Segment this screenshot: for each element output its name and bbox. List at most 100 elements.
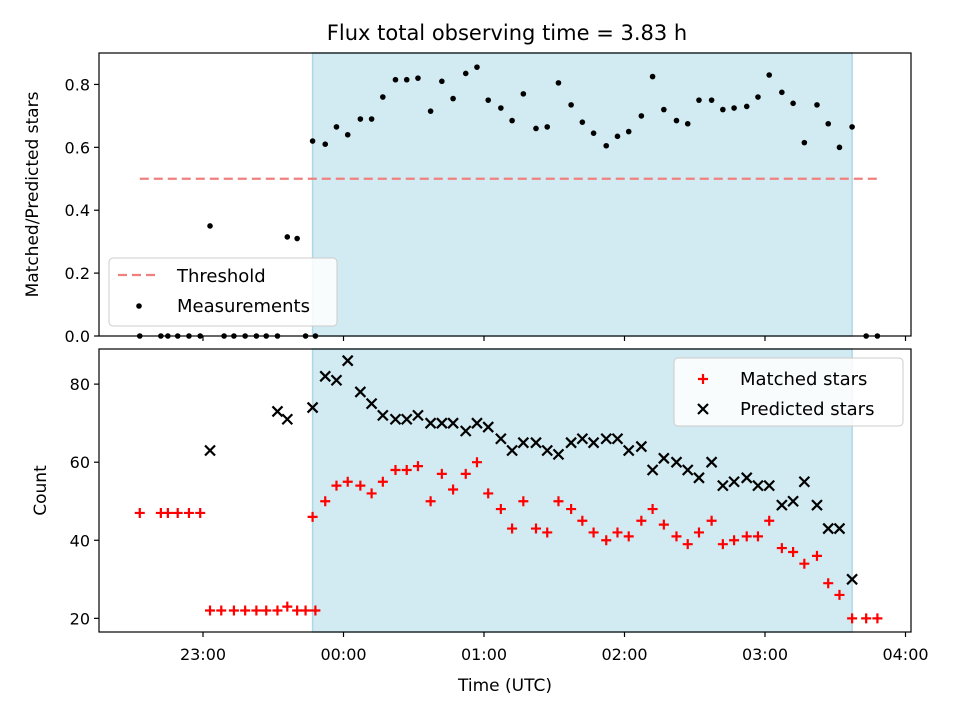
- predicted-point: [635, 440, 648, 453]
- measurement-point: [555, 80, 562, 86]
- x-tick-label: 00:00: [320, 645, 366, 664]
- predicted-point: [576, 433, 589, 445]
- matched-point: [216, 605, 227, 616]
- measurement-point: [579, 119, 586, 125]
- y-tick-label: 40: [70, 531, 90, 550]
- x-tick-label: 03:00: [742, 645, 788, 664]
- measurement-point: [779, 89, 785, 96]
- measurement-point: [720, 106, 726, 113]
- measurement-point: [814, 102, 820, 108]
- matched-point: [799, 558, 810, 569]
- matched-point: [601, 535, 612, 546]
- measurement-point: [836, 144, 843, 151]
- matched-point: [300, 605, 311, 616]
- matched-point: [623, 531, 634, 542]
- predicted-point: [377, 409, 389, 422]
- x-axis-label: Time (UTC): [457, 676, 552, 696]
- axes-frame-2: [98, 348, 912, 633]
- matched-point: [172, 507, 183, 518]
- y-tick-label: 80: [70, 375, 90, 394]
- measurement-point: [790, 100, 796, 107]
- matched-point: [741, 531, 752, 542]
- predicted-point: [341, 354, 354, 367]
- matched-point: [823, 578, 834, 589]
- matched-point: [412, 461, 423, 472]
- predicted-point: [846, 573, 858, 586]
- matched-point: [307, 511, 318, 522]
- measurement-point: [661, 106, 667, 113]
- measurement-point: [603, 142, 610, 149]
- legend-matched-label: Matched stars: [740, 369, 867, 390]
- matched-point: [872, 613, 883, 624]
- predicted-point: [798, 475, 811, 488]
- matched-point: [390, 465, 401, 476]
- legend-predicted-label: Predicted stars: [740, 399, 874, 420]
- predicted-point: [658, 452, 670, 465]
- measurement-point: [474, 64, 480, 70]
- measurement-point: [380, 94, 386, 100]
- measurement-point: [649, 73, 656, 80]
- matched-point: [776, 543, 787, 554]
- matched-point: [671, 531, 682, 542]
- matched-point: [834, 589, 845, 600]
- predicted-point: [752, 479, 764, 492]
- measurement-point: [568, 102, 574, 108]
- predicted-point: [517, 436, 530, 449]
- matched-point: [495, 504, 506, 515]
- series-measurements: [136, 64, 881, 339]
- predicted-point: [354, 386, 367, 398]
- predicted-point: [400, 413, 413, 426]
- matched-point: [647, 504, 658, 515]
- matched-point: [282, 601, 293, 612]
- y-axis-label: Count: [31, 465, 51, 516]
- panel-1: [94, 52, 912, 341]
- predicted-point: [833, 522, 846, 535]
- matched-point: [162, 507, 173, 518]
- chart-title: Flux total observing time = 3.83 h: [327, 21, 687, 45]
- matched-point: [251, 605, 262, 616]
- matched-point: [272, 605, 283, 616]
- measurement-point: [357, 116, 364, 122]
- legend-bottom: [673, 357, 904, 427]
- measurement-point: [849, 124, 855, 130]
- matched-point: [811, 550, 822, 561]
- matched-point: [764, 515, 775, 526]
- predicted-point: [459, 425, 472, 437]
- observing-window-shade: [311, 52, 853, 337]
- axes-frame-1: [98, 52, 912, 337]
- measurement-point: [368, 116, 375, 122]
- measurement-point: [533, 125, 539, 132]
- legend-measurement-swatch: [136, 303, 142, 309]
- predicted-point: [565, 436, 577, 449]
- x-tick-label: 01:00: [461, 645, 507, 664]
- matched-point: [425, 496, 436, 507]
- legend-matched-swatch: [698, 374, 708, 384]
- y-tick-label: 0.4: [65, 201, 90, 220]
- matched-point: [134, 507, 145, 518]
- measurement-point: [638, 113, 645, 119]
- predicted-point: [728, 475, 740, 488]
- measurement-point: [684, 120, 691, 127]
- measurement-point: [322, 141, 329, 147]
- measurement-point: [439, 78, 445, 85]
- matched-point: [588, 527, 599, 538]
- measurement-point: [743, 103, 750, 110]
- y-tick-label: 60: [70, 453, 90, 472]
- matched-point: [342, 476, 353, 487]
- predicted-point: [622, 444, 635, 457]
- predicted-point: [587, 436, 600, 449]
- matched-point: [228, 605, 239, 616]
- predicted-point: [646, 464, 659, 476]
- matched-point: [240, 605, 251, 616]
- predicted-point: [600, 433, 613, 445]
- measurement-point: [825, 120, 832, 127]
- predicted-point: [412, 409, 424, 422]
- matched-point: [507, 523, 518, 534]
- y-tick-label: 0.0: [65, 327, 90, 346]
- predicted-point: [776, 499, 788, 511]
- predicted-point: [306, 401, 319, 414]
- matched-point: [717, 539, 728, 550]
- matched-point: [377, 476, 388, 487]
- predicted-point: [495, 433, 507, 445]
